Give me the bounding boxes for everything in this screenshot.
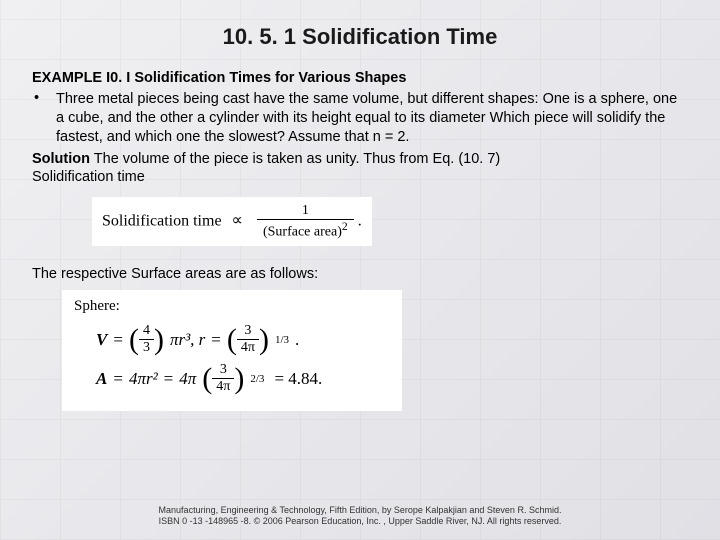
volume-equation: V = ( 43 ) πr³, r = ( 34π ) 1/3 .	[74, 323, 390, 356]
bullet-marker: •	[32, 90, 42, 147]
pi-r-cubed: πr³, r	[170, 330, 205, 350]
page-title: 10. 5. 1 Solidification Time	[32, 24, 688, 50]
bullet-item: • Three metal pieces being cast have the…	[32, 90, 688, 147]
formula-left: Solidification time	[102, 212, 222, 229]
respective-areas-line: The respective Surface areas are as foll…	[32, 266, 688, 282]
exp-1-3: 1/3	[275, 334, 289, 346]
example-heading: EXAMPLE I0. I Solidification Times for V…	[32, 70, 688, 86]
formula-proportion: Solidification time ∝ 1 (Surface area)2 …	[92, 197, 372, 247]
var-v: V	[96, 330, 107, 350]
solution-text: The volume of the piece is taken as unit…	[90, 151, 500, 167]
footer-line-2: ISBN 0 -13 -148965 -8. © 2006 Pearson Ed…	[0, 516, 720, 528]
slide-content: 10. 5. 1 Solidification Time EXAMPLE I0.…	[0, 0, 720, 411]
solidification-time-label: Solidification time	[32, 169, 688, 185]
sphere-label: Sphere:	[74, 298, 390, 315]
exp-2-3: 2/3	[250, 373, 264, 385]
frac-3-4pi-a: ( 34π )	[227, 323, 269, 356]
frac-4-3: ( 43 )	[129, 323, 164, 356]
equals-1: =	[113, 330, 123, 350]
solution-label: Solution	[32, 151, 90, 167]
proportional-symbol: ∝	[232, 212, 243, 229]
formula-denominator: (Surface area)2	[257, 220, 354, 241]
sphere-equations: Sphere: V = ( 43 ) πr³, r = ( 34π ) 1/3 …	[62, 290, 402, 411]
four-pi-r2: 4πr²	[129, 369, 158, 389]
formula-numerator: 1	[257, 203, 354, 220]
eq2-eq1: =	[113, 369, 123, 389]
footer-line-1: Manufacturing, Engineering & Technology,…	[0, 505, 720, 517]
eq2-result: = 4.84.	[274, 369, 322, 389]
equals-2: =	[211, 330, 221, 350]
var-a: A	[96, 369, 107, 389]
bullet-text: Three metal pieces being cast have the s…	[56, 90, 688, 147]
four-pi: 4π	[179, 369, 196, 389]
formula-fraction: 1 (Surface area)2	[257, 203, 354, 241]
eq2-eq2: =	[164, 369, 174, 389]
frac-3-4pi-b: ( 34π )	[202, 362, 244, 395]
eq1-tail: .	[295, 330, 299, 350]
formula-period: .	[358, 212, 362, 229]
area-equation: A = 4πr² = 4π ( 34π ) 2/3 = 4.84.	[74, 362, 390, 395]
footer-citation: Manufacturing, Engineering & Technology,…	[0, 505, 720, 528]
solution-line: Solution The volume of the piece is take…	[32, 151, 688, 167]
